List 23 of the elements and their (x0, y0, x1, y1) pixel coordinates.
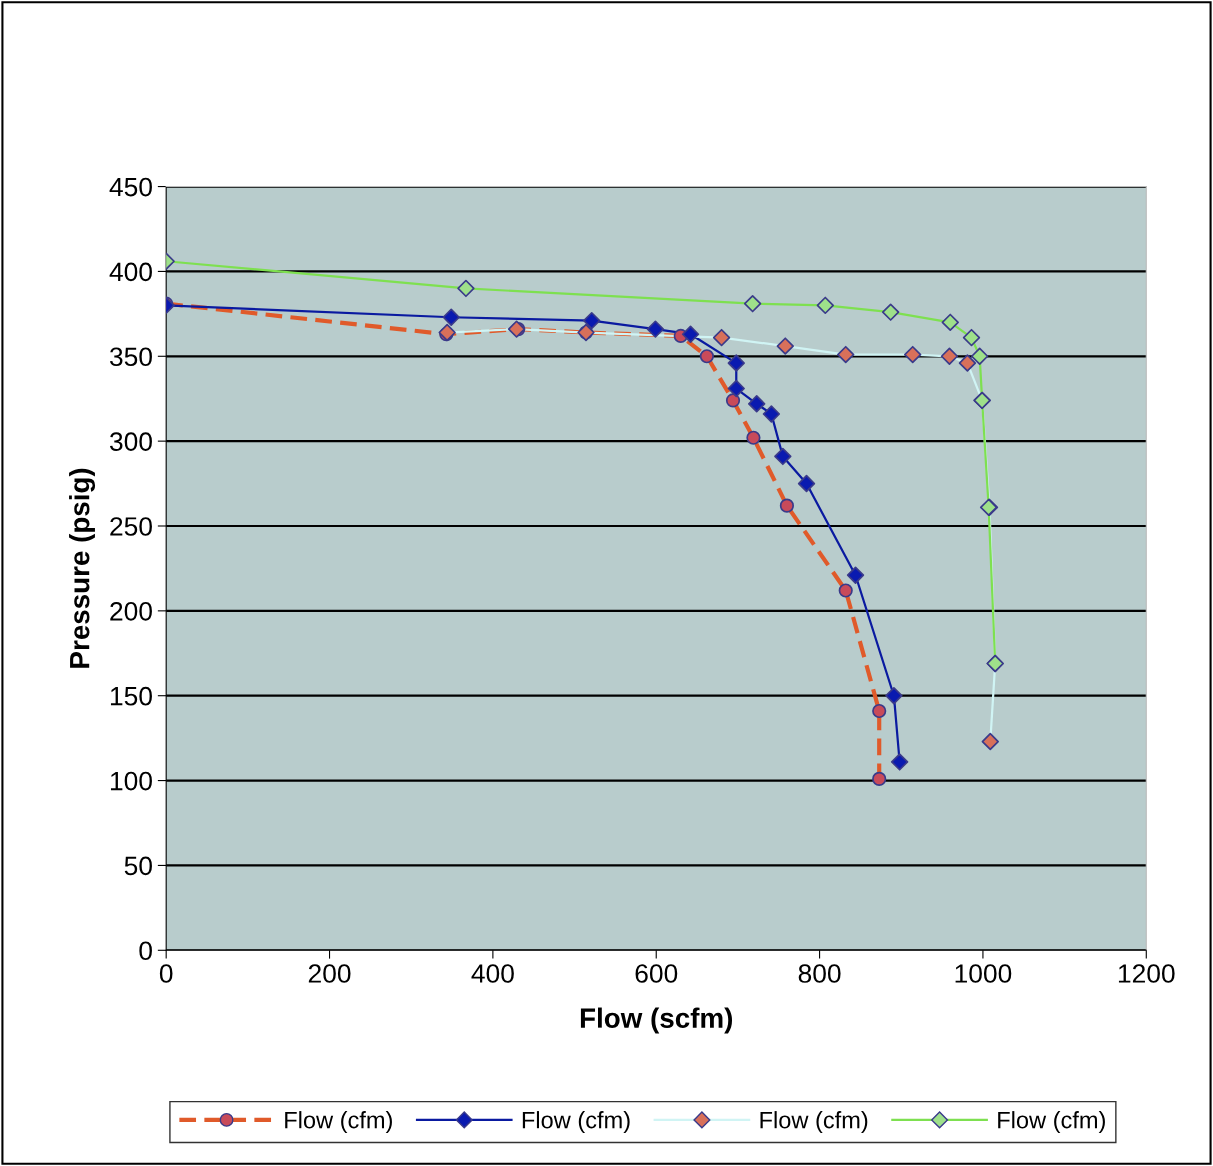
y-tick-label: 250 (110, 517, 152, 536)
x-tick-label: 200 (308, 964, 351, 983)
x-tick-label: 600 (635, 964, 678, 983)
legend-label: Flow (cfm) (522, 1111, 630, 1134)
x-axis-title: Flow (scfm) (580, 1007, 733, 1034)
y-axis-title: Pressure (psig) (69, 468, 96, 668)
x-tick-label: 0 (159, 964, 173, 983)
y-tick-label: 200 (110, 601, 152, 621)
legend-label: Flow (cfm) (998, 1111, 1105, 1134)
x-tick-label: 1200 (1118, 964, 1175, 983)
x-tick-label: 800 (798, 964, 841, 983)
y-tick-label: 300 (109, 432, 152, 451)
y-tick-label: 450 (109, 177, 152, 197)
legend-label: Flow (cfm) (760, 1111, 868, 1134)
x-tick-label: 400 (471, 964, 514, 983)
y-tick-label: 50 (124, 856, 152, 876)
legend-label: Flow (cfm) (285, 1111, 392, 1134)
x-tick-label: 1000 (955, 964, 1012, 983)
y-tick-label: 400 (109, 262, 152, 282)
y-tick-label: 150 (110, 686, 152, 706)
y-tick-label: 0 (139, 941, 152, 961)
y-tick-label: 350 (109, 347, 152, 367)
y-tick-label: 100 (110, 771, 152, 791)
